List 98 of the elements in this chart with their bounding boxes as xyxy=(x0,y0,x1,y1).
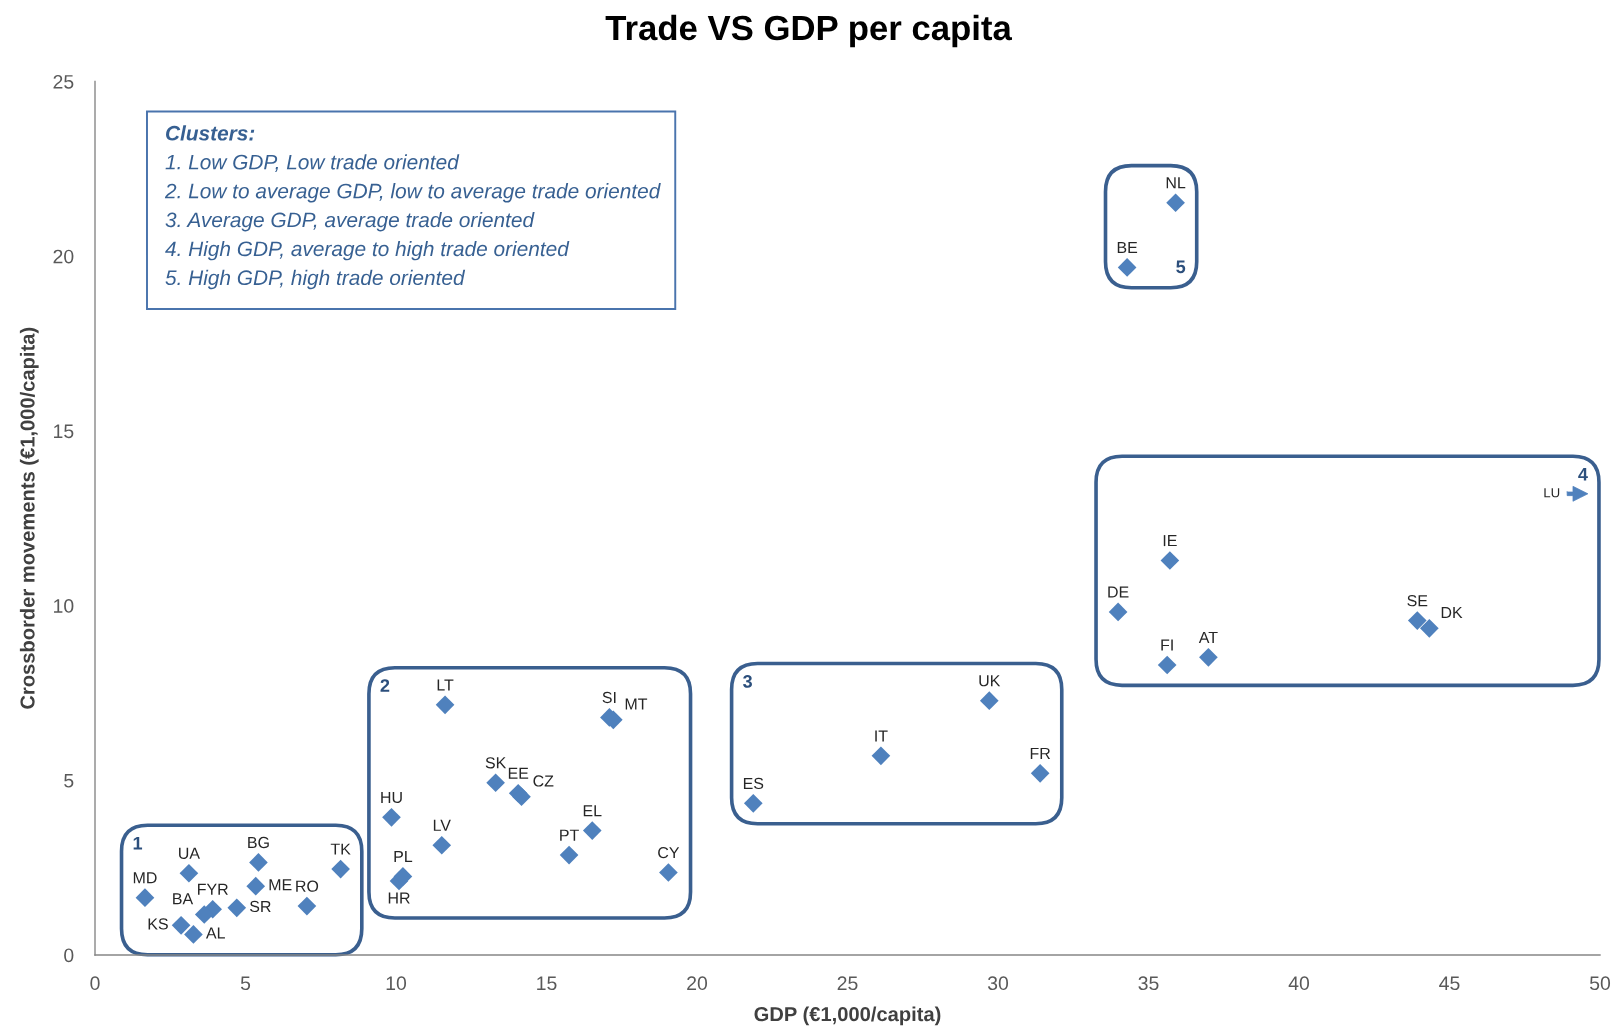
point xyxy=(1199,647,1218,667)
y-tick-label: 15 xyxy=(54,424,74,439)
point xyxy=(1420,618,1439,638)
data-label: KS xyxy=(148,918,168,930)
data-label: SI xyxy=(602,691,616,704)
annotation: 2 xyxy=(380,679,390,692)
data-label: FI xyxy=(1161,639,1173,651)
data-label: BG xyxy=(248,836,269,849)
point xyxy=(1030,763,1050,783)
data-label: SK xyxy=(485,757,507,769)
annotation: 3 xyxy=(743,675,752,688)
data-label: MD xyxy=(133,872,157,884)
data-label: CY xyxy=(658,846,680,859)
x-tick-label: 25 xyxy=(837,976,858,991)
point xyxy=(435,695,455,715)
point xyxy=(331,859,350,879)
data-label: NL xyxy=(1166,177,1186,189)
x-tick-label: 10 xyxy=(386,976,407,991)
point xyxy=(179,863,199,883)
y-tick-label: 25 xyxy=(53,74,74,89)
data-label: BA xyxy=(173,893,194,905)
annotation: LU xyxy=(1544,488,1560,498)
point xyxy=(1108,602,1128,622)
data-label: IT xyxy=(875,730,888,742)
data-label: LV xyxy=(433,819,451,831)
data-label: LT xyxy=(437,679,454,691)
data-label: AL xyxy=(205,927,225,939)
data-label: EE xyxy=(508,767,529,779)
point xyxy=(582,821,602,840)
point xyxy=(249,853,268,872)
data-label: SE xyxy=(1407,595,1428,607)
data-label: TK xyxy=(330,843,351,855)
point xyxy=(227,898,247,918)
x-tick-label: 0 xyxy=(90,976,100,991)
x-tick-label: 45 xyxy=(1439,976,1460,991)
annotation: 1 xyxy=(133,836,143,850)
data-label: HR xyxy=(388,892,410,904)
x-tick-label: 20 xyxy=(687,976,708,991)
point xyxy=(432,835,452,855)
annotation: 5 xyxy=(1176,260,1186,274)
x-tick-label: 30 xyxy=(987,976,1009,991)
point xyxy=(659,863,678,882)
y-tick-label: 5 xyxy=(64,773,74,788)
annotation: 1. Low GDP, Low trade oriented xyxy=(165,154,460,172)
data-label: PL xyxy=(394,850,413,862)
data-label: ES xyxy=(743,777,764,790)
annotation: 2. Low to average GDP, low to average trade oriented xyxy=(164,183,661,203)
point xyxy=(1117,258,1137,277)
data-label: UA xyxy=(179,847,200,859)
x-tick-label: 40 xyxy=(1288,976,1310,991)
x-axis-title: GDP (€1,000/capita) xyxy=(754,1006,941,1026)
y-tick-label: 10 xyxy=(54,599,74,613)
y-tick-label: 20 xyxy=(53,249,74,264)
annotation: 3. Average GDP, average trade oriented xyxy=(165,211,535,232)
point xyxy=(743,794,763,813)
data-label: EL xyxy=(583,805,602,817)
x-tick-label: 35 xyxy=(1138,976,1159,991)
data-label: AT xyxy=(1198,631,1218,643)
data-label: DE xyxy=(1108,586,1129,598)
point xyxy=(1157,655,1177,675)
x-tick-label: 5 xyxy=(240,976,251,991)
chart-title: Trade VS GDP per capita xyxy=(605,14,1013,48)
data-label: IE xyxy=(1163,535,1177,547)
point xyxy=(1407,611,1427,630)
point xyxy=(486,773,505,793)
data-label: UK xyxy=(979,675,1001,687)
data-label: SR xyxy=(250,900,271,913)
data-label: CZ xyxy=(533,775,554,787)
point xyxy=(382,808,401,827)
data-label: PT xyxy=(560,829,579,841)
y-tick-label: 0 xyxy=(64,948,74,963)
point xyxy=(135,888,155,908)
point xyxy=(194,905,214,924)
data-label: RO xyxy=(296,880,319,892)
annotation: Clusters: xyxy=(166,125,255,141)
point xyxy=(297,896,317,916)
annotation: 4. High GDP, average to high trade oriented xyxy=(165,240,570,261)
y-axis-title: Crossborder movements (€1,000/capita) xyxy=(19,327,39,709)
data-label: FR xyxy=(1030,747,1051,759)
data-label: MT xyxy=(625,698,648,710)
point xyxy=(171,915,191,935)
data-label: FYR xyxy=(198,883,228,895)
point xyxy=(246,876,266,896)
data-label: BE xyxy=(1117,241,1138,253)
x-tick-label: 50 xyxy=(1589,976,1611,991)
point xyxy=(1166,193,1185,213)
annotation: 4 xyxy=(1578,468,1588,481)
data-label: ME xyxy=(269,879,292,891)
point xyxy=(871,746,891,766)
x-tick-label: 15 xyxy=(537,976,557,991)
point xyxy=(979,691,999,710)
point xyxy=(559,845,579,865)
data-label: HU xyxy=(381,791,402,804)
annotation: 5. High GDP, high trade oriented xyxy=(165,269,466,290)
point xyxy=(184,925,203,944)
point xyxy=(393,867,413,886)
point xyxy=(1160,551,1180,570)
data-label: DK xyxy=(1441,607,1463,619)
